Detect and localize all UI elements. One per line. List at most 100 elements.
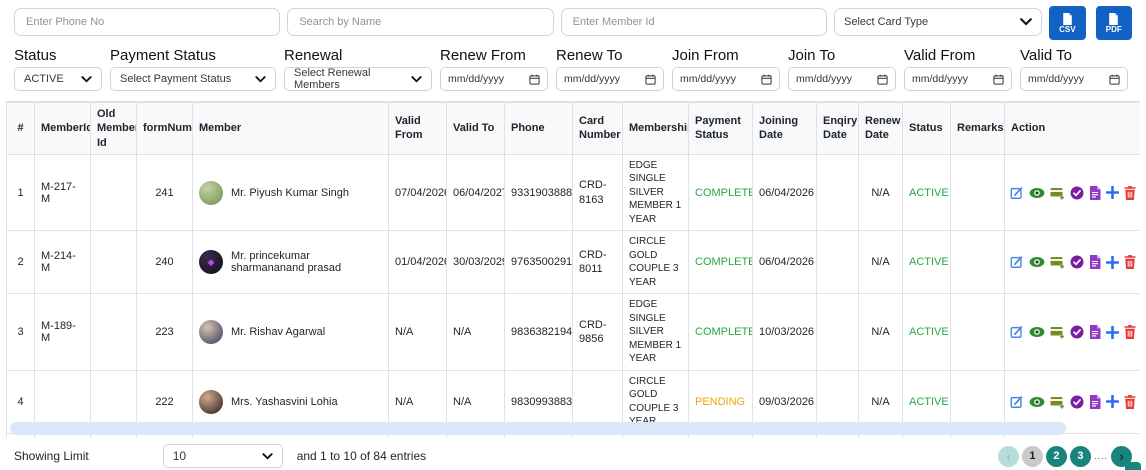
date-input[interactable]: mm/dd/yyyy	[1020, 67, 1128, 91]
document-icon[interactable]	[1089, 394, 1101, 409]
member-cell: ◆ Mr. princekumar sharmananand prasad	[192, 230, 389, 295]
calendar-icon	[645, 74, 656, 85]
pagination-page-3[interactable]: 3	[1069, 445, 1091, 467]
file-icon	[1063, 12, 1072, 25]
verified-icon[interactable]	[1070, 395, 1084, 409]
renewal-select[interactable]: Select Renewal Members	[284, 67, 432, 91]
status-cell: ACTIVE	[902, 153, 951, 232]
date-placeholder: mm/dd/yyyy	[680, 73, 737, 85]
table-row: 2 M-214-M 240 ◆ Mr. princekumar sharmana…	[6, 230, 1140, 295]
date-input[interactable]: mm/dd/yyyy	[556, 67, 664, 91]
card-number-cell: CRD-8011	[572, 230, 623, 295]
document-icon[interactable]	[1089, 185, 1101, 200]
pdf-export-button[interactable]: PDF	[1095, 6, 1133, 40]
name-search-input[interactable]	[287, 8, 554, 36]
pagination-page-1[interactable]: 1	[1021, 445, 1043, 467]
pagination-next-button[interactable]: ›	[1111, 445, 1132, 467]
joining-date-cell: 06/04/2026	[752, 153, 817, 232]
avatar	[199, 389, 223, 414]
date-filter-label: Valid From	[904, 47, 976, 64]
action-cell	[1004, 153, 1140, 232]
view-icon[interactable]	[1029, 256, 1045, 268]
valid-from-cell: N/A	[388, 293, 447, 371]
limit-select[interactable]: 10	[162, 444, 283, 468]
date-filter-label: Renew From	[440, 47, 526, 64]
add-icon[interactable]	[1105, 325, 1119, 339]
date-placeholder: mm/dd/yyyy	[796, 73, 853, 85]
column-header: Remarks	[950, 102, 1005, 155]
delete-icon[interactable]	[1124, 394, 1136, 409]
row-number: 2	[6, 230, 35, 295]
renewal-filter-label: Renewal	[284, 47, 343, 64]
edit-icon[interactable]	[1010, 186, 1024, 200]
column-header: Member	[192, 102, 389, 155]
delete-icon[interactable]	[1124, 325, 1136, 340]
column-header: Valid From	[388, 102, 447, 155]
add-icon[interactable]	[1105, 255, 1119, 269]
edit-icon[interactable]	[1010, 325, 1024, 339]
delete-icon[interactable]	[1124, 255, 1136, 270]
renewal-select-value: Select Renewal Members	[294, 67, 371, 91]
file-icon	[1109, 12, 1119, 25]
add-icon[interactable]	[1105, 186, 1119, 200]
floating-widget[interactable]	[1125, 462, 1141, 470]
calendar-icon	[877, 74, 888, 85]
add-icon[interactable]	[1105, 395, 1119, 409]
phone-search-input[interactable]	[14, 8, 281, 36]
csv-export-button[interactable]: CSV	[1049, 6, 1086, 40]
edit-icon[interactable]	[1010, 395, 1024, 409]
avatar: ◆	[199, 250, 223, 275]
card-type-select[interactable]: Select Card Type	[833, 8, 1043, 36]
date-filter-label: Valid To	[1020, 47, 1072, 64]
delete-icon[interactable]	[1124, 185, 1136, 200]
joining-date-cell: 06/04/2026	[752, 230, 817, 295]
entries-summary: and 1 to 10 of 84 entries	[296, 449, 427, 463]
view-icon[interactable]	[1029, 396, 1045, 408]
showing-limit-label: Showing Limit	[14, 449, 89, 463]
status-select[interactable]: ACTIVE	[14, 67, 102, 91]
remarks-cell	[950, 230, 1005, 295]
date-input[interactable]: mm/dd/yyyy	[904, 67, 1012, 91]
status-cell: ACTIVE	[902, 230, 951, 295]
verified-icon[interactable]	[1070, 325, 1084, 339]
old-member-id-cell	[90, 293, 137, 371]
date-input[interactable]: mm/dd/yyyy	[440, 67, 548, 91]
horizontal-scrollbar-thumb[interactable]	[10, 422, 1066, 435]
card-add-icon[interactable]	[1050, 255, 1065, 269]
date-input[interactable]: mm/dd/yyyy	[788, 67, 896, 91]
view-icon[interactable]	[1029, 326, 1045, 338]
payment-status-filter-label: Payment Status	[110, 47, 216, 64]
joining-date-cell: 10/03/2026	[752, 293, 817, 371]
payment-status-cell: COMPLETED	[688, 293, 753, 371]
pagination-prev-button[interactable]: ‹	[997, 445, 1019, 467]
member-id-search-input[interactable]	[560, 8, 827, 36]
table-row: 3 M-189-M 223 Mr. Rishav Agarwal N/A N/A…	[6, 293, 1140, 371]
edit-icon[interactable]	[1010, 255, 1024, 269]
card-add-icon[interactable]	[1050, 395, 1065, 409]
avatar	[199, 180, 223, 205]
pagination-page-2[interactable]: 2	[1045, 445, 1067, 467]
valid-to-cell: N/A	[446, 293, 505, 371]
chevron-down-icon	[411, 75, 422, 83]
document-icon[interactable]	[1089, 255, 1101, 270]
card-add-icon[interactable]	[1050, 325, 1065, 339]
verified-icon[interactable]	[1070, 186, 1084, 200]
verified-icon[interactable]	[1070, 255, 1084, 269]
calendar-icon	[993, 74, 1004, 85]
membership-cell: EDGE SINGLE SILVER MEMBER 1 YEAR	[622, 153, 689, 232]
member-name: Mr. Piyush Kumar Singh	[231, 186, 349, 199]
enqiry-date-cell	[816, 293, 859, 371]
member-name: Mrs. Yashasvini Lohia	[231, 395, 338, 408]
view-icon[interactable]	[1029, 187, 1045, 199]
old-member-id-cell	[90, 153, 137, 232]
column-header: Joining Date	[752, 102, 817, 155]
card-add-icon[interactable]	[1050, 186, 1065, 200]
old-member-id-cell	[90, 230, 137, 295]
member-name: Mr. princekumar sharmananand prasad	[231, 250, 342, 275]
payment-status-select[interactable]: Select Payment Status	[110, 67, 276, 91]
action-cell	[1004, 369, 1140, 434]
valid-from-cell: 07/04/2026	[388, 153, 447, 232]
date-input[interactable]: mm/dd/yyyy	[672, 67, 780, 91]
document-icon[interactable]	[1089, 325, 1101, 340]
phone-cell: 9836382194	[504, 293, 573, 371]
